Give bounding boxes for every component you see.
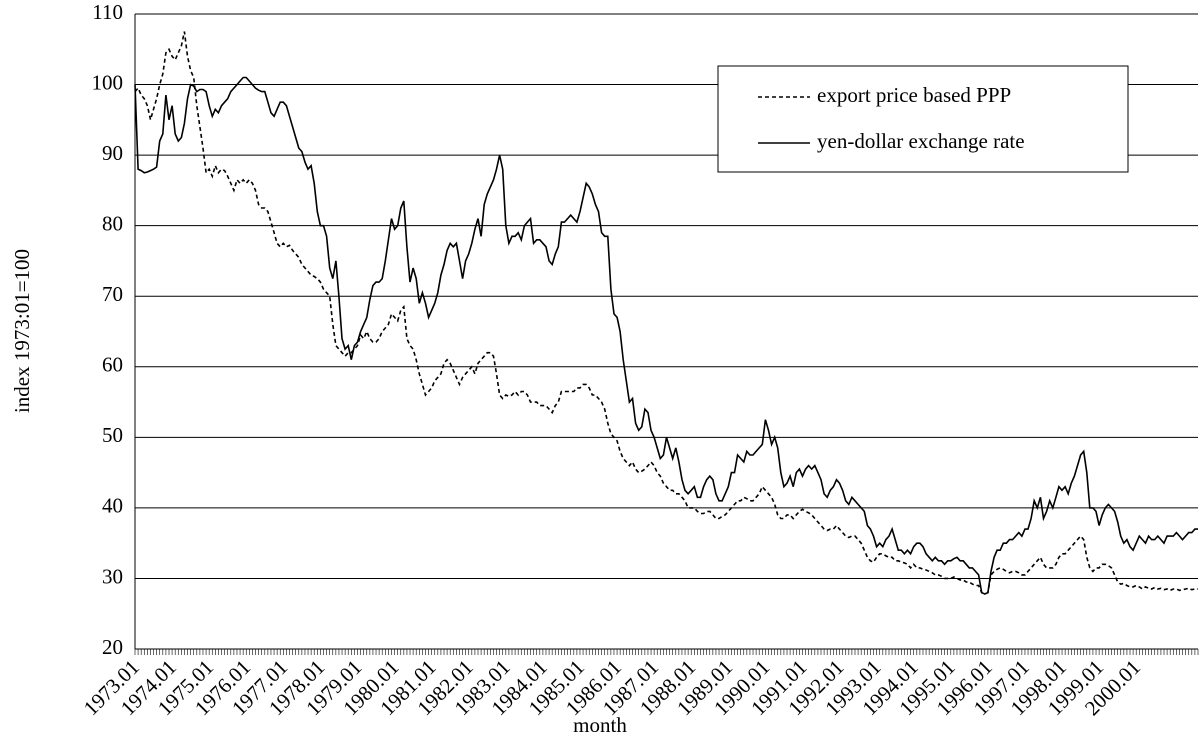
- series-line: [134, 76, 1198, 595]
- y-axis-label: index 1973:01=100: [10, 249, 34, 413]
- y-tick-label: 40: [102, 494, 123, 518]
- legend-label: export price based PPP: [817, 83, 1011, 107]
- x-axis-label: month: [573, 713, 627, 737]
- y-tick-label: 90: [102, 141, 123, 165]
- y-tick-label: 70: [102, 282, 123, 306]
- y-tick-label: 20: [102, 635, 123, 659]
- y-tick-label: 80: [102, 211, 123, 235]
- y-tick-label: 60: [102, 353, 123, 377]
- y-tick-label: 100: [92, 70, 124, 94]
- y-tick-label: 50: [102, 423, 123, 447]
- legend-box: [717, 65, 1129, 173]
- series-line: [134, 31, 1198, 595]
- y-tick-label: 110: [92, 0, 123, 24]
- y-tick-label: 30: [102, 564, 123, 588]
- legend-label: yen-dollar exchange rate: [817, 129, 1025, 153]
